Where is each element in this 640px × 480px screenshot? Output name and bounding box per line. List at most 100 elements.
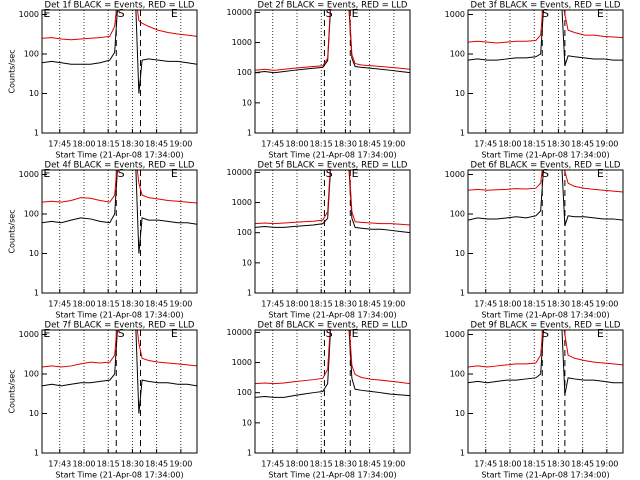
y-tick-label: 10 <box>29 89 39 98</box>
plot-frame <box>254 169 411 294</box>
y-tick-label: 1 <box>247 449 252 458</box>
plot-frame <box>467 329 624 454</box>
y-axis-label: Counts/sec <box>8 369 17 413</box>
y-tick-label: 100 <box>24 50 39 59</box>
x-tick-label: 18:00 <box>72 300 95 309</box>
data-line <box>255 330 410 398</box>
plot-frame <box>41 9 198 134</box>
y-tick-label: 1000 <box>445 10 465 19</box>
x-tick-label: 18:30 <box>547 460 570 469</box>
chart-title: Det 7f BLACK = Events, RED = LLD <box>45 321 195 331</box>
x-tick-label: 18:45 <box>358 460 381 469</box>
x-tick-label: 18:00 <box>285 460 308 469</box>
x-tick-label: 17:45 <box>474 140 497 149</box>
y-tick-label: 10 <box>29 409 39 418</box>
chart-title: Det 5f BLACK = Events, RED = LLD <box>258 161 408 171</box>
y-tick-label: 10 <box>242 98 252 107</box>
chart-title: Det 4f BLACK = Events, RED = LLD <box>45 161 195 171</box>
annotation: E <box>171 327 178 340</box>
x-tick-label: 18:45 <box>358 300 381 309</box>
annotation: S <box>118 327 125 340</box>
panel: Det 5f BLACK = Events, RED = LLD Start Ti… <box>227 161 411 320</box>
x-tick-label: 18:15 <box>310 300 333 309</box>
x-tick-label: 18:45 <box>145 460 168 469</box>
y-tick-label: 100 <box>237 228 252 237</box>
x-axis-label: Start Time (21-Apr-08 17:34:00) <box>55 311 183 320</box>
y-tick-label: 1000 <box>19 170 39 179</box>
x-tick-label: 19:00 <box>169 300 192 309</box>
y-tick-label: 1 <box>34 129 39 138</box>
y-tick-label: 100 <box>237 388 252 397</box>
annotation: S <box>326 7 333 20</box>
x-tick-label: 19:00 <box>169 460 192 469</box>
plot-frame <box>41 169 198 294</box>
annotation: E <box>43 167 50 180</box>
y-tick-label: 10000 <box>227 8 252 17</box>
x-tick-label: 18:45 <box>145 140 168 149</box>
x-tick-label: 18:45 <box>571 140 594 149</box>
x-tick-label: 18:30 <box>334 140 357 149</box>
y-tick-label: 10000 <box>227 328 252 337</box>
annotation: E <box>171 7 178 20</box>
plot-frame <box>467 9 624 134</box>
x-tick-label: 18:15 <box>523 460 546 469</box>
x-tick-label: 18:30 <box>547 300 570 309</box>
data-line <box>255 170 410 234</box>
x-axis-label: Start Time (21-Apr-08 17:34:00) <box>481 311 609 320</box>
panel: Det 2f BLACK = Events, RED = LLD Start Ti… <box>227 1 411 160</box>
x-tick-label: 18:45 <box>358 140 381 149</box>
data-line <box>468 10 623 44</box>
x-tick-label: 18:15 <box>97 300 120 309</box>
chart-title: Det 3f BLACK = Events, RED = LLD <box>471 1 621 11</box>
y-tick-label: 1000 <box>19 330 39 339</box>
chart-title: Det 9f BLACK = Events, RED = LLD <box>471 321 621 331</box>
y-tick-label: 10 <box>455 249 465 258</box>
data-line <box>255 330 410 385</box>
data-line <box>42 330 197 368</box>
plot-frame <box>41 329 198 454</box>
y-tick-label: 1 <box>460 129 465 138</box>
data-line <box>255 170 410 226</box>
annotation: S <box>542 7 549 20</box>
annotation: S <box>118 7 125 20</box>
x-axis-label: Start Time (21-Apr-08 17:34:00) <box>481 151 609 160</box>
x-tick-label: 18:45 <box>571 460 594 469</box>
y-tick-label: 10 <box>455 409 465 418</box>
annotation: E <box>352 167 359 180</box>
y-tick-label: 1000 <box>232 198 252 207</box>
y-axis-label: Counts/sec <box>8 209 17 253</box>
y-tick-label: 1000 <box>445 170 465 179</box>
x-tick-label: 18:30 <box>547 140 570 149</box>
x-tick-label: 18:30 <box>334 300 357 309</box>
x-tick-label: 18:00 <box>285 140 308 149</box>
x-tick-label: 19:00 <box>169 140 192 149</box>
annotation: S <box>326 327 333 340</box>
y-tick-label: 1000 <box>232 38 252 47</box>
x-tick-label: 18:15 <box>97 140 120 149</box>
data-line <box>468 170 623 227</box>
data-line <box>468 330 623 395</box>
panel: Det 8f BLACK = Events, RED = LLD Start Ti… <box>227 321 411 480</box>
y-tick-label: 100 <box>237 68 252 77</box>
data-line <box>255 10 410 74</box>
annotation: E <box>597 7 604 20</box>
x-tick-label: 17:45 <box>474 300 497 309</box>
data-line <box>468 330 623 368</box>
y-tick-label: 10 <box>29 249 39 258</box>
x-tick-label: 19:00 <box>595 300 618 309</box>
y-tick-label: 1 <box>247 289 252 298</box>
panel: Det 3f BLACK = Events, RED = LLD Start Ti… <box>445 1 624 160</box>
plot-frame <box>467 169 624 294</box>
data-line <box>468 10 623 67</box>
x-tick-label: 18:00 <box>498 460 521 469</box>
y-tick-label: 100 <box>450 50 465 59</box>
chart-title: Det 8f BLACK = Events, RED = LLD <box>258 321 408 331</box>
x-tick-label: 18:30 <box>121 460 144 469</box>
chart-title: Det 1f BLACK = Events, RED = LLD <box>45 1 195 11</box>
chart-title: Det 2f BLACK = Events, RED = LLD <box>258 1 408 11</box>
x-tick-label: 18:15 <box>310 140 333 149</box>
y-tick-label: 100 <box>24 210 39 219</box>
data-line <box>42 170 197 254</box>
y-tick-label: 100 <box>450 210 465 219</box>
y-tick-label: 1000 <box>445 330 465 339</box>
